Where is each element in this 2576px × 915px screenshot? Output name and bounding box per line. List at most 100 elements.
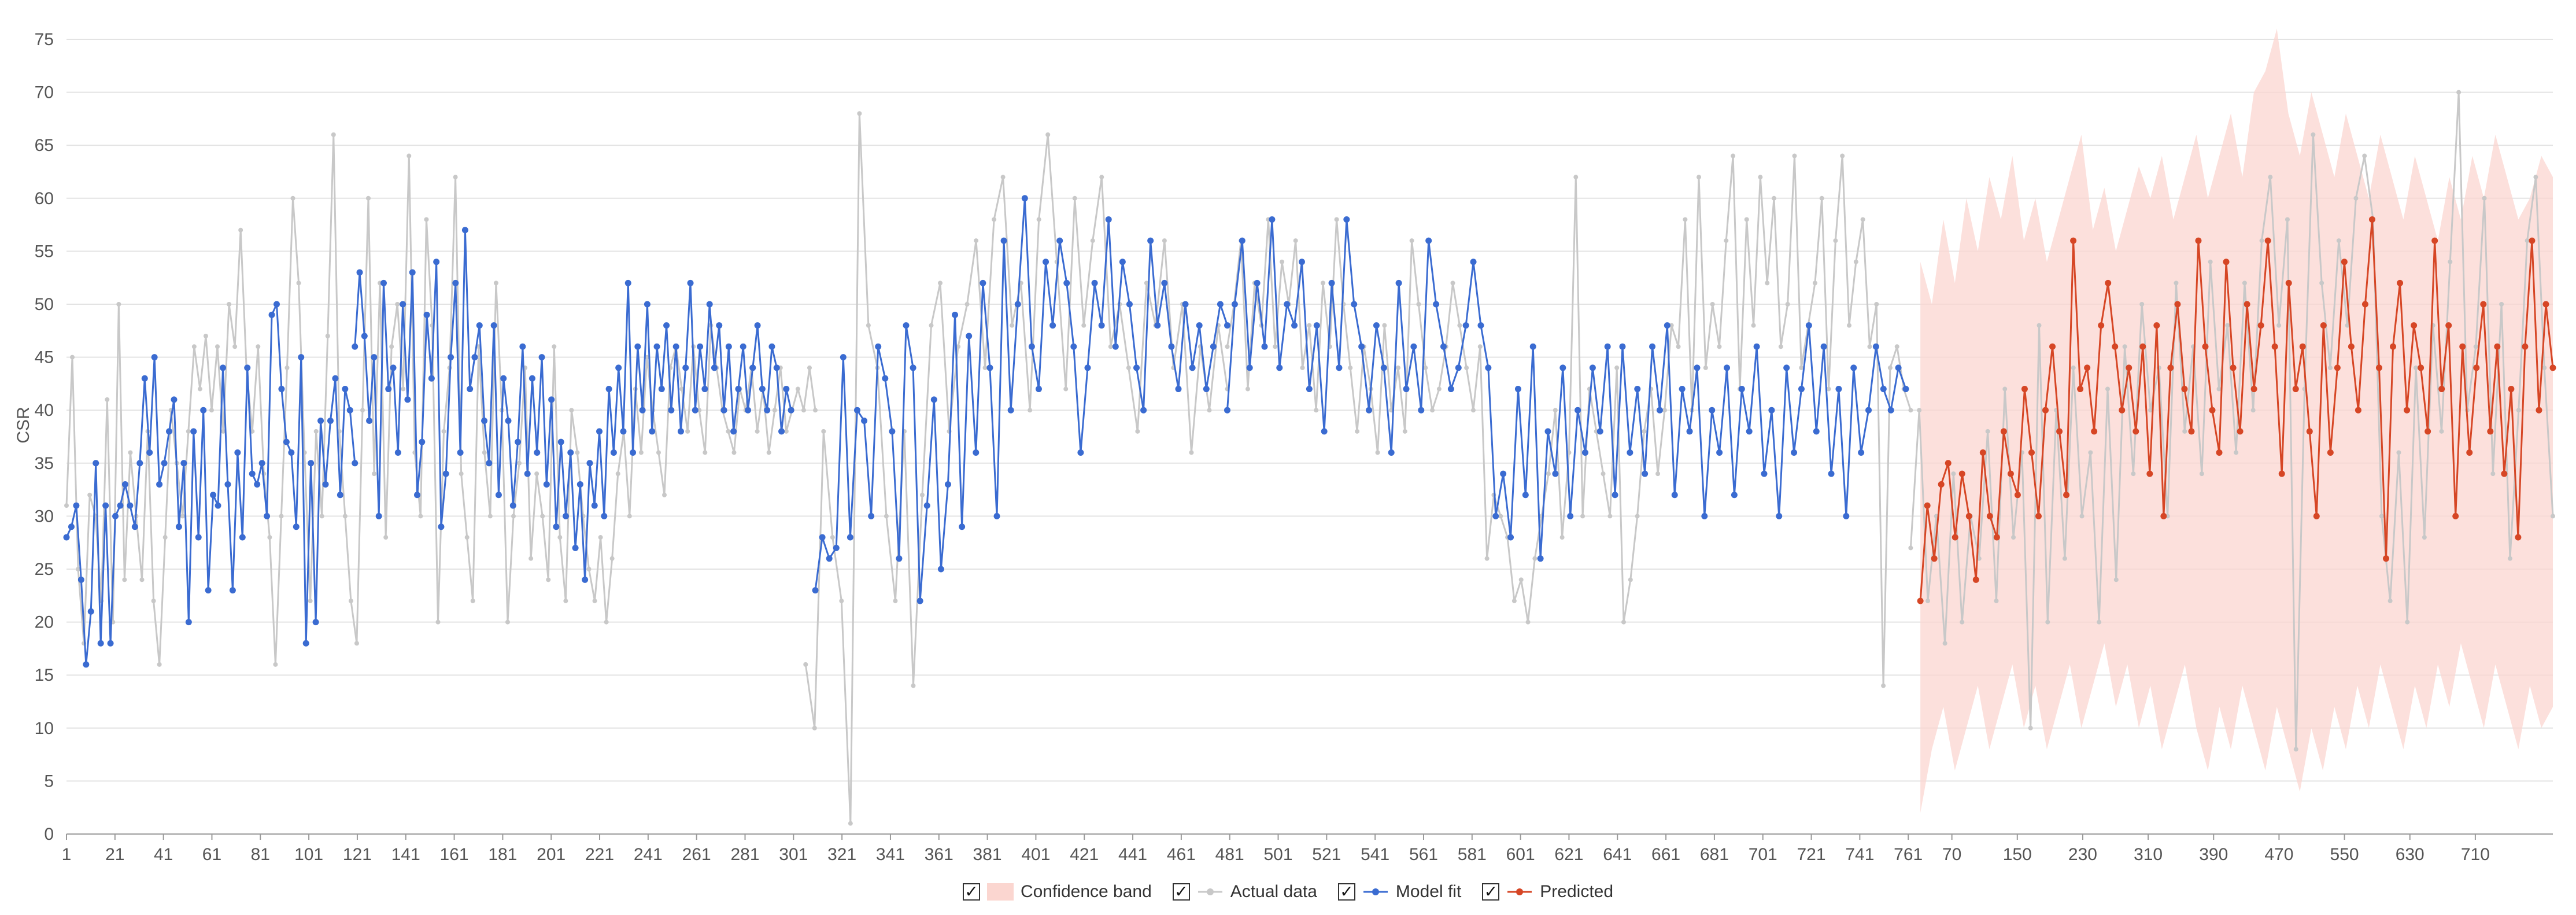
- actual-data-point: [1772, 195, 1777, 201]
- model-fit-point: [151, 354, 158, 361]
- model-fit-point: [1217, 301, 1224, 308]
- actual-data-point: [575, 450, 580, 455]
- actual-data-point: [383, 535, 389, 540]
- model-fit-point: [1284, 301, 1291, 308]
- model-fit-point: [528, 375, 535, 382]
- actual-data-point: [2028, 725, 2033, 730]
- actual-data-point: [1683, 217, 1688, 222]
- actual-data-point: [1724, 238, 1729, 243]
- confidence-band-checkbox[interactable]: ✓: [962, 883, 980, 901]
- actual-data-point: [2182, 429, 2187, 434]
- predicted-point: [1917, 597, 1924, 604]
- actual-data-point: [2216, 386, 2222, 392]
- actual-data-point: [586, 567, 592, 571]
- x-tick-label: 1: [62, 845, 72, 864]
- actual-data-point: [1300, 365, 1305, 370]
- model-fit-point: [433, 259, 440, 265]
- actual-data-point: [2336, 238, 2341, 243]
- actual-data-point: [1960, 619, 1965, 625]
- actual-data-point: [1423, 365, 1428, 370]
- model-fit-point: [400, 301, 406, 308]
- actual-data-point: [2071, 365, 2076, 370]
- predicted-point: [2313, 512, 2320, 519]
- model-fit-point: [1056, 237, 1063, 244]
- actual-data-point: [389, 344, 394, 349]
- predicted-point: [2445, 322, 2452, 329]
- model-fit-point: [1224, 322, 1231, 329]
- model-fit-point: [1589, 364, 1596, 371]
- predicted-point: [1958, 470, 1965, 477]
- legend-item-actual-data[interactable]: ✓ Actual data: [1172, 882, 1317, 902]
- legend-item-model-fit[interactable]: ✓ Model fit: [1337, 882, 1461, 902]
- model-fit-point: [1485, 364, 1492, 371]
- actual-data-point: [290, 195, 295, 201]
- model-fit-point: [716, 322, 723, 329]
- model-fit-point: [375, 512, 382, 519]
- y-tick-label: 20: [35, 613, 54, 632]
- model-fit-checkbox[interactable]: ✓: [1337, 883, 1355, 901]
- actual-data-point: [627, 514, 632, 519]
- actual-data-point: [319, 514, 324, 519]
- actual-data-point: [493, 281, 498, 286]
- model-fit-point: [390, 364, 397, 371]
- actual-data-point: [1614, 365, 1620, 370]
- model-fit-point: [634, 343, 641, 350]
- model-fit-point: [1321, 428, 1328, 435]
- model-fit-point: [658, 386, 665, 393]
- legend-item-confidence-band[interactable]: ✓ Confidence band: [962, 882, 1152, 902]
- model-fit-point: [428, 375, 435, 382]
- actual-data-checkbox[interactable]: ✓: [1172, 883, 1190, 901]
- model-fit-point: [1189, 364, 1196, 371]
- actual-data-point: [1189, 450, 1194, 455]
- model-fit-point: [1395, 279, 1402, 286]
- legend-item-predicted[interactable]: ✓ Predicted: [1482, 882, 1613, 902]
- model-fit-point: [509, 502, 516, 509]
- model-fit-point: [471, 354, 478, 361]
- y-tick-label: 60: [35, 189, 54, 208]
- model-fit-point: [180, 460, 187, 467]
- actual-data-point: [1635, 514, 1640, 519]
- model-fit-point: [730, 428, 737, 435]
- actual-data-point: [2362, 153, 2367, 158]
- actual-data-point: [2414, 365, 2419, 370]
- predicted-point: [2174, 301, 2181, 308]
- actual-data-point: [1293, 238, 1298, 243]
- model-fit-point: [224, 481, 231, 488]
- predicted-point: [2063, 492, 2070, 499]
- actual-data-point: [1532, 556, 1538, 561]
- model-fit-point: [337, 492, 343, 499]
- actual-data-point: [1028, 408, 1033, 413]
- model-fit-point: [1492, 512, 1499, 519]
- model-fit-point: [457, 449, 464, 456]
- actual-data-point: [2396, 450, 2401, 455]
- actual-data-point: [464, 535, 470, 540]
- actual-data-point: [1546, 471, 1551, 477]
- y-tick-label: 25: [35, 560, 54, 579]
- actual-data-point: [487, 514, 493, 519]
- model-fit-point: [1239, 237, 1246, 244]
- actual-data-point: [2405, 619, 2410, 625]
- x-tick-label: 181: [488, 845, 517, 864]
- predicted-point: [2542, 301, 2549, 308]
- actual-data-point: [1925, 598, 1930, 603]
- predicted-point: [2549, 364, 2556, 371]
- legend: ✓ Confidence band ✓ Actual data ✓ Model …: [0, 875, 2576, 909]
- actual-data-point: [2113, 577, 2119, 582]
- actual-data-point: [540, 514, 545, 519]
- model-fit-point: [131, 523, 138, 530]
- model-fit-point: [1529, 343, 1536, 350]
- actual-data-point: [2285, 217, 2290, 222]
- predicted-point: [2494, 343, 2501, 350]
- actual-data-point: [2011, 535, 2016, 540]
- actual-data-point: [1717, 344, 1722, 349]
- model-fit-point: [1835, 386, 1842, 393]
- model-fit-point: [1500, 470, 1507, 477]
- model-fit-point: [249, 470, 256, 477]
- model-fit-point: [768, 343, 775, 350]
- predicted-point: [2320, 322, 2327, 329]
- predicted-checkbox[interactable]: ✓: [1482, 883, 1500, 901]
- model-fit-point: [562, 512, 569, 519]
- actual-data-point: [1402, 429, 1407, 434]
- model-fit-point: [1028, 343, 1035, 350]
- predicted-point: [2195, 237, 2202, 244]
